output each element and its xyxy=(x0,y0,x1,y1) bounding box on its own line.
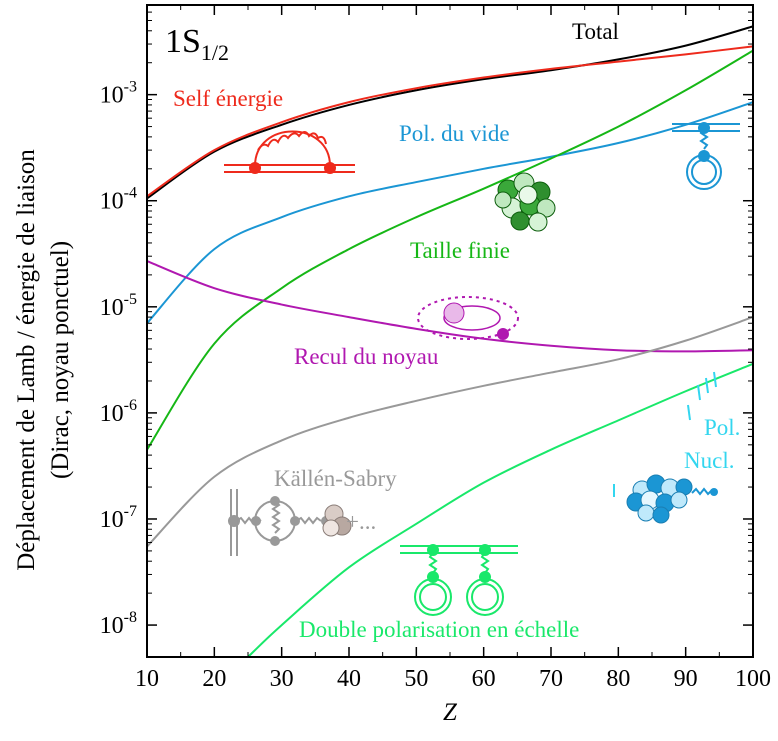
axis-ticks: 10 20 30 40 50 60 70 80 90 10010-810-710-610-510-… xyxy=(100,4,771,692)
self-energy-diagram-icon xyxy=(224,130,355,174)
x-tick-label-20: 20 xyxy=(202,666,226,692)
series-label-vacuum-polarization: Pol. du vide xyxy=(399,121,510,146)
annotation-plus-ellipsis: +... xyxy=(346,509,376,534)
vacuum-polarization-diagram-icon xyxy=(672,122,740,190)
x-tick-label-10: 10 xyxy=(135,666,159,692)
series-label-nuclear-recoil: Recul du noyau xyxy=(294,344,439,369)
kallen-sabry-diagram-icon xyxy=(228,489,352,556)
x-tick-label-70: 70 xyxy=(539,666,563,692)
y-tick-label-exponent: -8 xyxy=(124,609,137,626)
series-label-self-energy: Self énergie xyxy=(173,86,283,111)
annotation-nucl: Nucl. xyxy=(684,448,734,473)
y-tick-label-5: 10-3 xyxy=(100,79,137,109)
y-tick-label-base: 10 xyxy=(100,295,124,321)
chart-title-subscript: 1/2 xyxy=(201,40,229,65)
y-tick-label-base: 10 xyxy=(100,613,124,639)
y-tick-label-2: 10-6 xyxy=(100,397,137,427)
y-tick-label-base: 10 xyxy=(100,83,124,109)
y-tick-label-1: 10-7 xyxy=(100,503,137,533)
series-label-kallen-sabry: Källén-Sabry xyxy=(274,466,397,491)
annotation-pol: Pol. xyxy=(704,415,740,440)
series-line-double-polarisation-en-echelle xyxy=(247,362,754,658)
nuclear-polarization-icon xyxy=(613,371,718,524)
x-axis-title: Z xyxy=(443,699,458,726)
y-tick-label-base: 10 xyxy=(100,189,124,215)
x-tick-label-50: 50 xyxy=(404,666,428,692)
chart-title: 1S1/2 xyxy=(165,23,229,65)
y-tick-label-exponent: -4 xyxy=(124,185,137,202)
y-tick-label-base: 10 xyxy=(100,401,124,427)
nucleus-icon xyxy=(494,172,556,232)
x-tick-label-80: 80 xyxy=(606,666,630,692)
recoil-orbit-icon xyxy=(417,296,519,340)
chart-title-main: 1S xyxy=(165,23,201,60)
y-tick-label-3: 10-5 xyxy=(100,291,137,321)
series-line-total xyxy=(146,25,754,200)
y-axis-title-line-2: (Dirac, noyau ponctuel) xyxy=(47,241,74,479)
y-tick-label-exponent: -6 xyxy=(124,397,137,414)
series-label-double-polarization: Double polarisation en échelle xyxy=(299,617,579,642)
y-tick-label-4: 10-4 xyxy=(100,185,137,215)
series-label-finite-size: Taille finie xyxy=(410,238,510,263)
series-curves xyxy=(146,25,754,658)
y-tick-label-exponent: -5 xyxy=(124,291,137,308)
y-tick-label-exponent: -7 xyxy=(124,503,137,520)
y-axis-title-line-1: Déplacement de Lamb / énergie de liaison xyxy=(13,149,40,571)
x-tick-label-100: 100 xyxy=(735,666,771,692)
series-line-pol-du-vide xyxy=(146,101,754,324)
series-line-self-energie xyxy=(146,45,754,198)
y-tick-label-exponent: -3 xyxy=(124,79,137,96)
x-tick-label-60: 60 xyxy=(472,666,496,692)
double-polarization-diagram-icon xyxy=(400,544,518,616)
y-tick-label-base: 10 xyxy=(100,507,124,533)
x-tick-label-30: 30 xyxy=(270,666,294,692)
series-line-taille-finie xyxy=(146,49,754,451)
x-tick-label-90: 90 xyxy=(674,666,698,692)
series-label-total: Total xyxy=(572,19,619,44)
x-tick-label-40: 40 xyxy=(337,666,361,692)
series-line-kallen-sabry xyxy=(146,316,754,548)
y-tick-label-0: 10-8 xyxy=(100,609,137,639)
